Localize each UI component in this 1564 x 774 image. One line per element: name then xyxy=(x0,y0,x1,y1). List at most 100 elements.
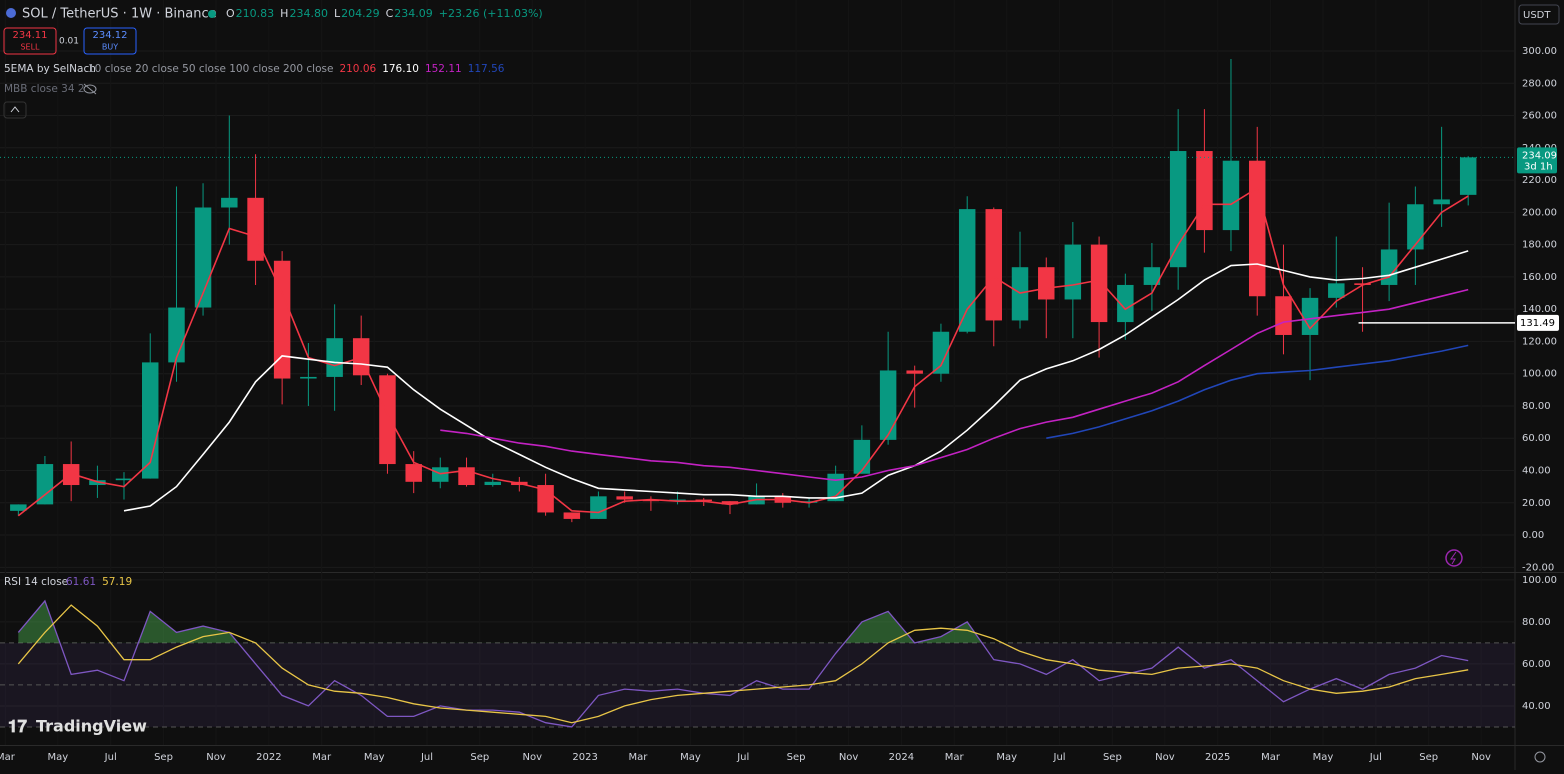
candle-body xyxy=(36,464,54,505)
symbol[interactable]: SOL / TetherUS · 1W · Binance xyxy=(22,7,217,22)
y-tick-label: 220.00 xyxy=(1522,175,1557,186)
y-tick-label: 180.00 xyxy=(1522,240,1557,251)
candle-body xyxy=(432,467,449,482)
x-tick-label: Mar xyxy=(629,752,649,763)
x-tick-label: 2022 xyxy=(256,752,281,763)
candle-body xyxy=(300,376,317,379)
candle-body xyxy=(1169,151,1187,268)
candle-body xyxy=(1301,297,1319,335)
indicator-params: 10 close 20 close 50 close 100 close 200… xyxy=(88,63,333,75)
candle-body xyxy=(1196,151,1213,231)
candle-body xyxy=(1117,284,1134,323)
hline-label: 131.49 xyxy=(1520,318,1555,329)
candle-body xyxy=(1011,267,1029,321)
candle-body xyxy=(1222,160,1240,231)
spread: 0.01 xyxy=(59,37,79,47)
candle-body xyxy=(537,485,554,513)
mbb-legend[interactable]: MBB close 34 2 xyxy=(4,83,85,95)
collapse-button[interactable] xyxy=(3,101,27,119)
indicator-name[interactable]: 5EMA by SelNach xyxy=(4,63,96,75)
change: +23.26 (+11.03%) xyxy=(439,7,543,20)
rsi-tick-label: 100.00 xyxy=(1522,575,1557,586)
indicator-value: 152.11 xyxy=(425,63,462,75)
x-tick-label: 2025 xyxy=(1205,752,1230,763)
symbol-icon xyxy=(6,8,16,18)
plot xyxy=(0,59,1515,728)
x-tick-label: May xyxy=(996,752,1017,763)
y-tick-label: 20.00 xyxy=(1522,498,1551,509)
hline-tag xyxy=(1517,314,1559,331)
candle-body xyxy=(1328,283,1345,298)
buy-label: BUY xyxy=(102,43,118,52)
candle-body xyxy=(1090,244,1108,323)
candle-body xyxy=(958,209,976,332)
x-tick-label: Jul xyxy=(420,752,433,763)
candle-body xyxy=(273,260,291,379)
x-tick-label: May xyxy=(48,752,69,763)
currency: USDT xyxy=(1523,10,1551,21)
rsi-value: 57.19 xyxy=(102,576,132,588)
rsi-tick-label: 80.00 xyxy=(1522,617,1551,628)
ohlc-label: H xyxy=(280,7,288,20)
rsi-overbought-fill xyxy=(18,600,1469,643)
x-tick-label: Mar xyxy=(945,752,965,763)
x-tick-label: Mar xyxy=(312,752,332,763)
candle-body xyxy=(484,481,502,486)
indicator-value: 117.56 xyxy=(468,63,505,75)
indicator-value: 176.10 xyxy=(382,63,419,75)
alert-icon[interactable] xyxy=(1445,549,1463,567)
candle-body xyxy=(616,496,633,500)
buy-price: 234.12 xyxy=(93,30,128,41)
rsi-tick-label: 60.00 xyxy=(1522,659,1551,670)
collapse-icon xyxy=(10,106,20,113)
grid xyxy=(0,50,1515,707)
x-tick-label: Nov xyxy=(1471,752,1491,763)
candle-body xyxy=(379,375,396,465)
ohlc-label: L xyxy=(334,7,341,20)
y-tick-label: 40.00 xyxy=(1522,466,1551,477)
settings-icon[interactable] xyxy=(1534,751,1546,763)
sell-label: SELL xyxy=(20,43,40,52)
rsi-values: 61.61 57.19 xyxy=(66,576,132,588)
x-tick-label: Jul xyxy=(736,752,749,763)
x-tick-label: May xyxy=(1313,752,1334,763)
candle-body xyxy=(800,501,818,503)
candle-body xyxy=(827,473,844,502)
rsi-legend[interactable]: RSI 14 close xyxy=(4,576,68,588)
x-tick-label: Mar xyxy=(0,752,16,763)
buy-button[interactable] xyxy=(83,27,137,55)
candle-body xyxy=(115,478,133,481)
y-tick-label: 60.00 xyxy=(1522,433,1551,444)
x-tick-label: Sep xyxy=(154,752,173,763)
candle-body xyxy=(695,499,712,502)
x-tick-label: Sep xyxy=(1103,752,1122,763)
logo[interactable]: TradingView xyxy=(36,717,147,736)
x-tick-label: Sep xyxy=(470,752,489,763)
candle-body xyxy=(221,197,238,208)
candle-body xyxy=(563,512,581,519)
y-tick-label: 0.00 xyxy=(1522,530,1544,541)
ohlc-label: C xyxy=(386,7,394,20)
y-tick-label: 100.00 xyxy=(1522,369,1557,380)
hidden-icon[interactable] xyxy=(83,83,97,95)
x-tick-label: Nov xyxy=(206,752,226,763)
ema-line xyxy=(17,186,1469,517)
y-tick-label: 80.00 xyxy=(1522,401,1551,412)
ohlc: O 210.83 H 234.80 L 204.29 C 234.09 +23.26 (+11.… xyxy=(226,7,543,20)
y-tick-label: 140.00 xyxy=(1522,304,1557,315)
currency-button[interactable] xyxy=(1518,4,1560,25)
x-tick-label: Sep xyxy=(787,752,806,763)
candle-body xyxy=(1380,249,1398,285)
sell-button[interactable] xyxy=(3,27,57,55)
y-tick-label: 300.00 xyxy=(1522,46,1557,57)
ohlc-value: 210.83 xyxy=(236,7,275,20)
x-tick-label: Nov xyxy=(523,752,543,763)
candle-body xyxy=(906,370,923,374)
candle-body xyxy=(405,464,422,482)
x-tick-label: Jul xyxy=(104,752,117,763)
last-price-tag xyxy=(1517,147,1557,174)
alert-bolt xyxy=(1450,551,1457,565)
candle-body xyxy=(1143,267,1161,285)
overlay: SOL / TetherUS · 1W · Binance O 210.83 H 23… xyxy=(0,4,1560,763)
